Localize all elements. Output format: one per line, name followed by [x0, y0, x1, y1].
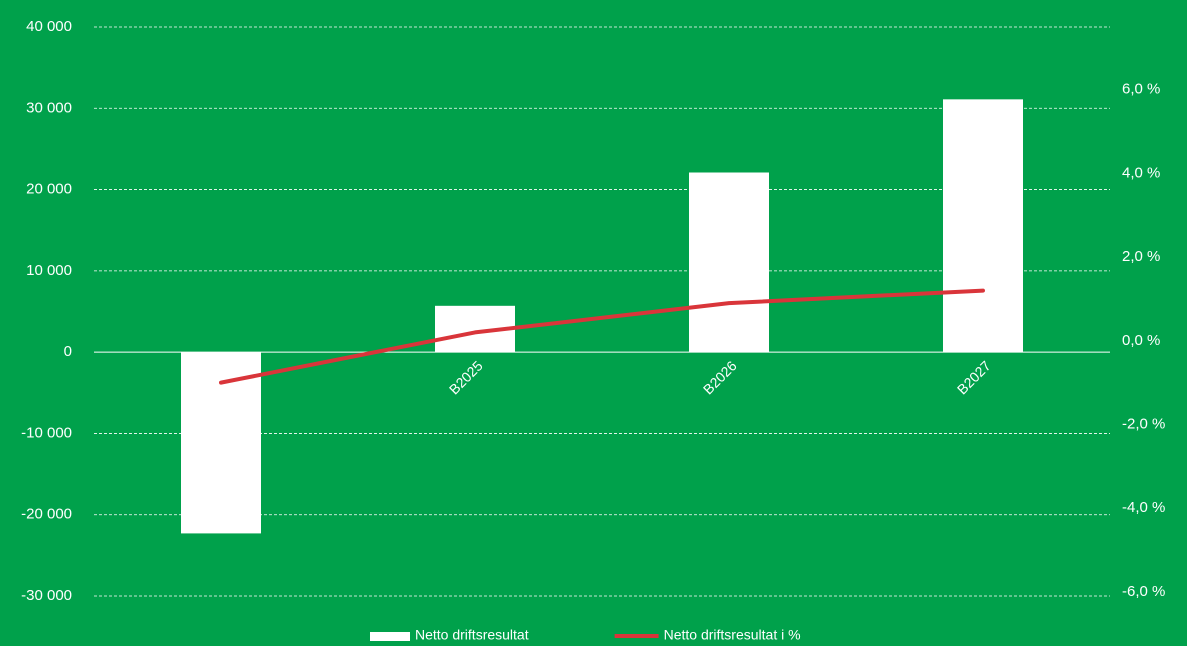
y2-tick-label: 2,0 % [1122, 248, 1160, 265]
x-tick-label: B2025 [446, 357, 486, 397]
legend-swatch [370, 632, 410, 641]
legend-text: Netto driftsresultat [415, 627, 529, 643]
y-tick-label: 10 000 [26, 262, 72, 279]
y-tick-label: -30 000 [21, 587, 72, 604]
y-tick-label: 0 [64, 343, 72, 360]
y-tick-label: 30 000 [26, 99, 72, 116]
y-tick-label: 20 000 [26, 181, 72, 198]
y2-tick-label: -2,0 % [1122, 415, 1165, 432]
bar [689, 172, 769, 353]
y2-tick-label: -4,0 % [1122, 499, 1165, 516]
line [219, 288, 985, 385]
y-tick-label: -20 000 [21, 506, 72, 523]
x-tick-label: B2026 [700, 357, 740, 397]
y-tick-label: 40 000 [26, 18, 72, 35]
bar [943, 99, 1023, 353]
y2-tick-label: 6,0 % [1122, 81, 1160, 98]
y2-tick-label: 4,0 % [1122, 164, 1160, 181]
legend-text: Netto driftsresultat i % [664, 627, 801, 643]
x-tick-label: B2027 [954, 357, 994, 397]
y-tick-label: -10 000 [21, 424, 72, 441]
y2-tick-label: 0,0 % [1122, 332, 1160, 349]
y2-tick-label: -6,0 % [1122, 583, 1165, 600]
bar [181, 352, 261, 534]
